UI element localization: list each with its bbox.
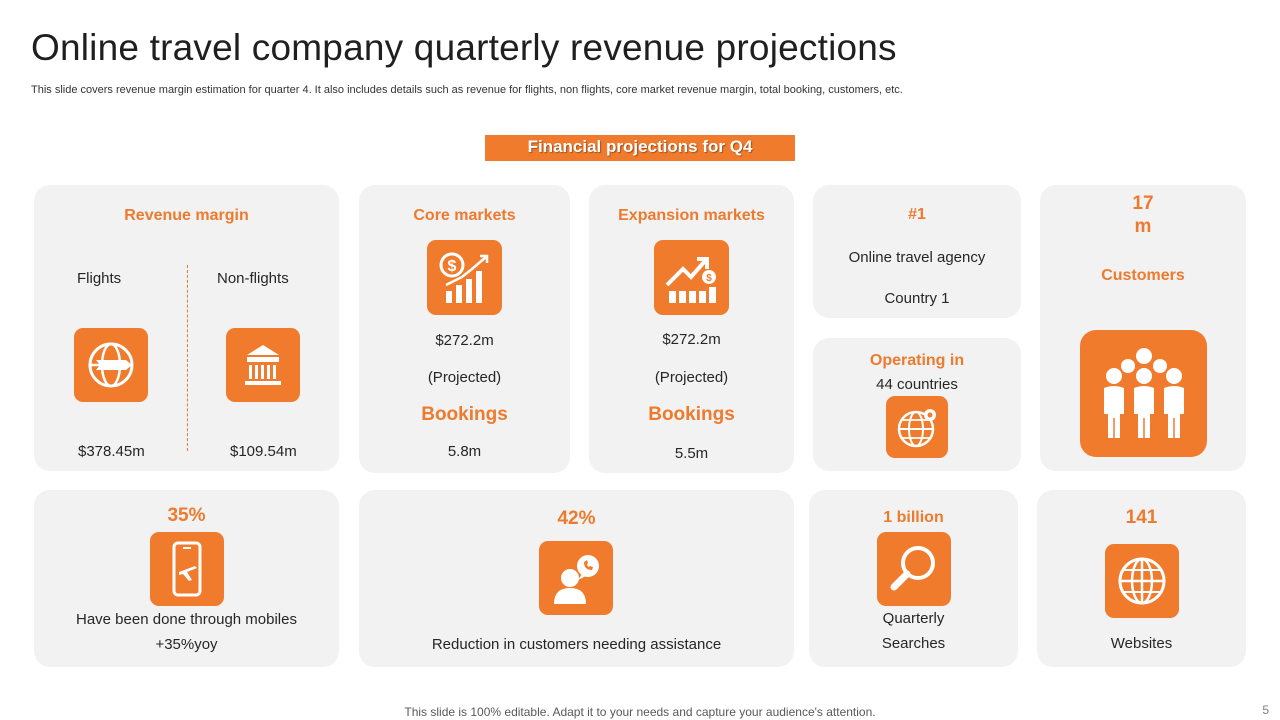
expansion-markets-card: Expansion markets $ $272.2m (Projected) …: [589, 185, 794, 473]
searches-value: 1 billion: [883, 509, 944, 526]
customers-label: Customers: [1101, 267, 1185, 284]
globe-pin-icon: [886, 396, 948, 458]
globe-plane-icon: [74, 328, 148, 402]
rank-line2: Country 1: [884, 290, 950, 307]
mobiles-line1: Have been done through mobiles: [76, 611, 297, 628]
websites-card: 141 Websites: [1037, 490, 1246, 667]
mobile-plane-icon: [150, 532, 224, 606]
dollar-growth-chart-icon: $: [427, 240, 502, 315]
assistance-value: 42%: [557, 508, 596, 529]
core-markets-heading: Core markets: [413, 207, 516, 224]
page-number: 5: [1262, 703, 1269, 717]
mobiles-line2: +35%yoy: [155, 636, 218, 653]
slide-subtitle: This slide covers revenue margin estimat…: [31, 84, 903, 96]
nonflights-value: $109.54m: [230, 443, 297, 460]
crowd-people-icon: [1080, 330, 1207, 457]
flights-value: $378.45m: [78, 443, 145, 460]
footer-note: This slide is 100% editable. Adapt it to…: [404, 705, 876, 719]
expansion-bookings-value: 5.5m: [674, 445, 709, 462]
core-bookings-value: 5.8m: [447, 443, 482, 460]
core-markets-card: Core markets $ $272.2m (Projected) Booki…: [359, 185, 570, 473]
rank-value: #1: [908, 206, 926, 223]
growth-chart-dollar-icon: $: [654, 240, 729, 315]
core-markets-note: (Projected): [427, 369, 502, 386]
operating-card: Operating in 44 countries: [813, 338, 1021, 471]
assistance-card: 42% Reduction in customers needing assis…: [359, 490, 794, 667]
assistance-label: Reduction in customers needing assistanc…: [431, 636, 722, 653]
operating-value: 44 countries: [876, 376, 958, 393]
mobiles-value: 35%: [167, 505, 206, 526]
rank-card: #1 Online travel agency Country 1: [813, 185, 1021, 318]
customers-card: 17 m Customers: [1040, 185, 1246, 471]
globe-icon: [1105, 544, 1179, 618]
expansion-bookings-label: Bookings: [648, 404, 735, 425]
expansion-markets-value: $272.2m: [662, 331, 721, 348]
revenue-margin-card: Revenue margin Flights Non-flights $378.…: [34, 185, 339, 471]
revenue-margin-heading: Revenue margin: [124, 207, 249, 224]
person-chat-icon: [539, 541, 613, 615]
slide-title: Online travel company quarterly revenue …: [31, 27, 897, 68]
core-markets-value: $272.2m: [435, 332, 494, 349]
searches-line1: Quarterly: [882, 610, 945, 627]
rank-line1: Online travel agency: [848, 249, 986, 266]
svg-text:$: $: [706, 273, 712, 284]
magnifier-icon: [877, 532, 951, 606]
searches-card: 1 billion Quarterly Searches: [809, 490, 1018, 667]
searches-line2: Searches: [881, 635, 946, 652]
websites-value: 141: [1125, 507, 1158, 528]
nonflights-label: Non-flights: [217, 270, 289, 287]
mobiles-card: 35% Have been done through mobiles +35%y…: [34, 490, 339, 667]
expansion-markets-heading: Expansion markets: [618, 207, 765, 224]
bank-building-icon: [226, 328, 300, 402]
core-bookings-label: Bookings: [421, 404, 508, 425]
flights-label: Flights: [77, 270, 122, 287]
customers-value-line1: 17: [1132, 193, 1154, 214]
revenue-divider: [187, 265, 188, 451]
websites-label: Websites: [1110, 635, 1173, 652]
operating-heading: Operating in: [869, 352, 965, 369]
expansion-markets-note: (Projected): [654, 369, 729, 386]
customers-value-line2: m: [1134, 216, 1152, 237]
svg-text:$: $: [447, 258, 456, 275]
section-banner: Financial projections for Q4: [485, 135, 795, 161]
